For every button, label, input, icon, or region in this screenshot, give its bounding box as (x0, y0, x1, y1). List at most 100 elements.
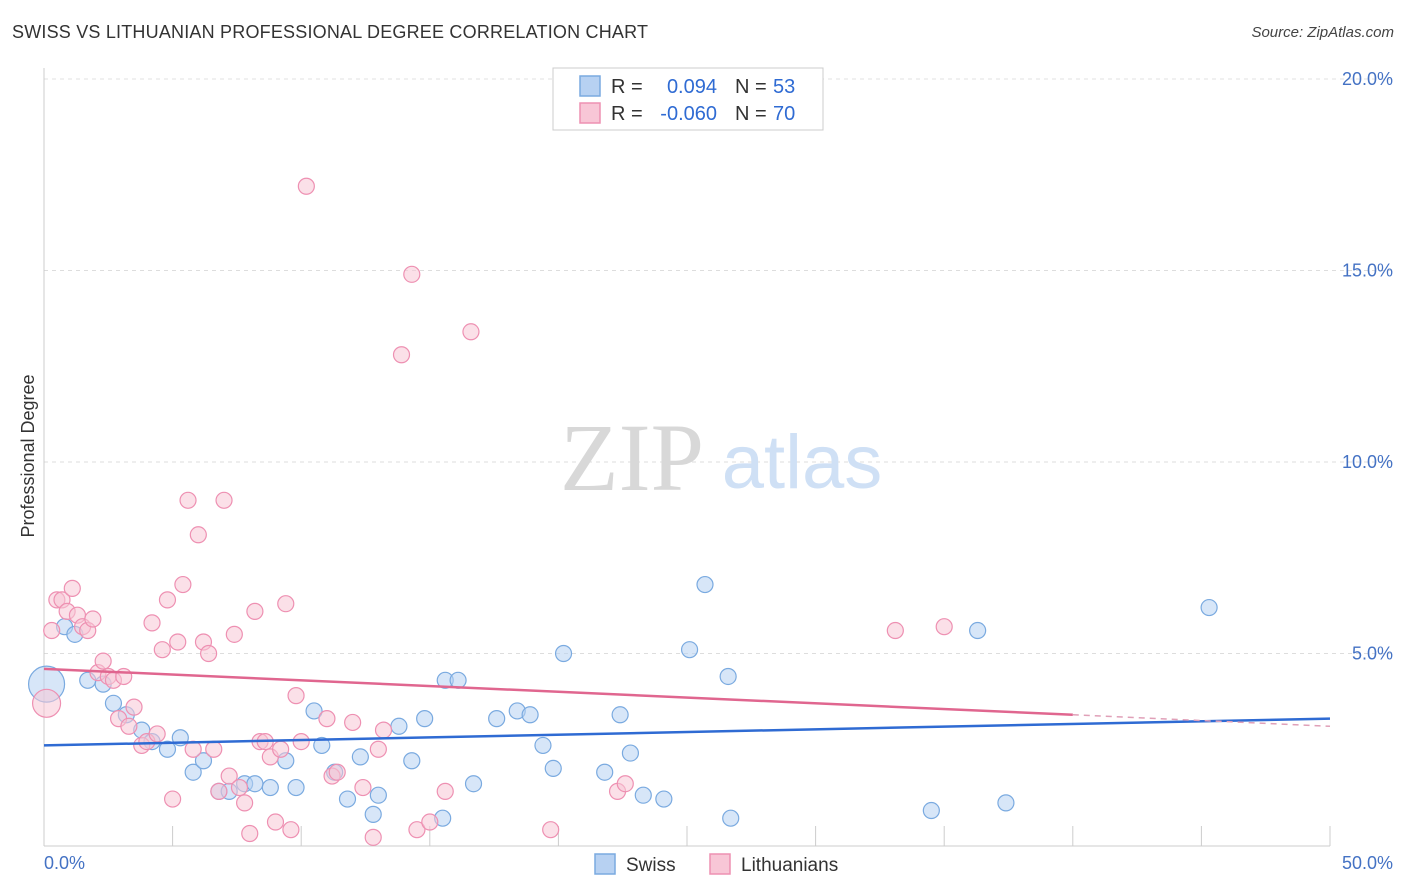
bottom-swatch-swiss (594, 853, 616, 875)
lithuanians-point (120, 717, 138, 735)
lithuanians-point (189, 526, 207, 544)
swiss-point (554, 644, 573, 663)
lithuanians-point (462, 323, 480, 341)
lithuanians-point (63, 579, 81, 597)
swiss-point (534, 736, 552, 755)
legend-swatch-swiss (579, 75, 601, 97)
swiss-point (719, 667, 737, 686)
lithuanians-point (364, 828, 382, 846)
swiss-point (261, 778, 279, 797)
swiss-trend-line (43, 717, 1331, 747)
swiss-point (544, 759, 562, 778)
lithuanians-point (205, 740, 223, 758)
lithuanians-point (236, 794, 254, 812)
lithuanians-point (220, 767, 238, 785)
watermark: ZIP atlas (560, 404, 882, 511)
legend-swatch-lithuanians (579, 102, 601, 124)
lithuanians-point (287, 687, 305, 705)
lithuanians-point (230, 778, 249, 797)
lithuanians-point (421, 813, 439, 831)
lithuanians-point (241, 824, 259, 843)
lithuanians-point (344, 713, 362, 732)
lithuanians-point (282, 821, 300, 839)
swiss-point (969, 621, 987, 640)
swiss-point (464, 775, 483, 793)
swiss-point (680, 641, 699, 659)
lithuanians-point (115, 667, 133, 686)
y-tick-label-20: 20.0% (1342, 69, 1393, 89)
lithuanians-trend-line (43, 667, 1073, 717)
lithuanians-point (297, 177, 315, 195)
lithuanians-point (266, 813, 285, 831)
lithuanians-point (84, 610, 102, 628)
legend-n-value-swiss: 53 (773, 76, 795, 98)
swiss-point (390, 717, 408, 735)
lithuanians-point (272, 740, 290, 758)
swiss-point (287, 778, 305, 797)
lithuanians-point (125, 698, 143, 716)
lithuanians-point (374, 721, 393, 739)
swiss-point (194, 752, 213, 770)
lithuanians-point (277, 595, 295, 613)
swiss-point (338, 790, 357, 808)
legend-r-value-swiss: 0.094 (667, 76, 717, 98)
lithuanians-point (318, 710, 336, 728)
swiss-point (521, 706, 539, 724)
stats-legend: R = 0.094 N = 53 R = -0.060 N = 70 (552, 67, 824, 131)
lithuanians-point (225, 625, 243, 643)
swiss-point (313, 736, 331, 755)
lithuanians-point (328, 763, 346, 781)
lithuanians-point (935, 618, 953, 636)
lithuanians-point (153, 641, 171, 659)
lithuanians-trend-dashed (1072, 714, 1331, 728)
swiss-point (416, 710, 434, 728)
swiss-point (722, 809, 740, 827)
lithuanians-point (148, 725, 166, 743)
lithuanians-point (179, 491, 197, 509)
y-tick-labels: 5.0% 10.0% 15.0% 20.0% (1342, 69, 1393, 664)
lithuanians-point (403, 265, 421, 283)
legend-n-label-swiss: N = (735, 76, 767, 98)
lithuanians-point (436, 782, 454, 800)
swiss-point (696, 575, 714, 594)
bottom-label-lithuanians: Lithuanians (741, 855, 838, 876)
bottom-swatch-lithuanians (709, 853, 731, 875)
swiss-point (351, 748, 369, 766)
trend-lines (43, 667, 1331, 747)
swiss-point (158, 740, 177, 758)
bottom-label-swiss: Swiss (626, 855, 676, 876)
swiss-point (621, 744, 640, 762)
legend-r-label-swiss: R = (611, 76, 643, 98)
lithuanians-point (392, 346, 411, 364)
x-tick-label-max: 50.0% (1342, 853, 1393, 873)
legend-n-value-lithuanians: 70 (773, 103, 795, 125)
lithuanians-point (158, 591, 177, 609)
points-layer (27, 177, 1218, 846)
lithuanians-point (616, 775, 634, 793)
grid-lines (44, 78, 1393, 654)
lithuanians-point (164, 790, 182, 808)
swiss-point (997, 794, 1015, 812)
legend-r-value-lithuanians: -0.060 (660, 103, 717, 125)
lithuanians-point (169, 633, 187, 651)
source-label: Source: ZipAtlas.com (1251, 24, 1394, 41)
lithuanians-point (143, 614, 161, 632)
lithuanians-point (408, 821, 426, 839)
y-tick-label-10: 10.0% (1342, 452, 1393, 472)
lithuanians-point (354, 778, 372, 797)
lithuanians-point (31, 688, 62, 718)
swiss-point (655, 790, 673, 808)
watermark-zip: ZIP (560, 404, 704, 511)
lithuanians-point (292, 732, 310, 751)
lithuanians-point (369, 740, 387, 758)
lithuanians-point (200, 644, 218, 663)
x-tick-label-min: 0.0% (44, 853, 85, 873)
swiss-point (184, 763, 202, 781)
swiss-point (488, 710, 506, 728)
swiss-point (403, 752, 421, 770)
lithuanians-point (43, 621, 61, 640)
lithuanians-point (174, 575, 192, 594)
swiss-point (305, 702, 323, 720)
swiss-point (922, 801, 940, 820)
